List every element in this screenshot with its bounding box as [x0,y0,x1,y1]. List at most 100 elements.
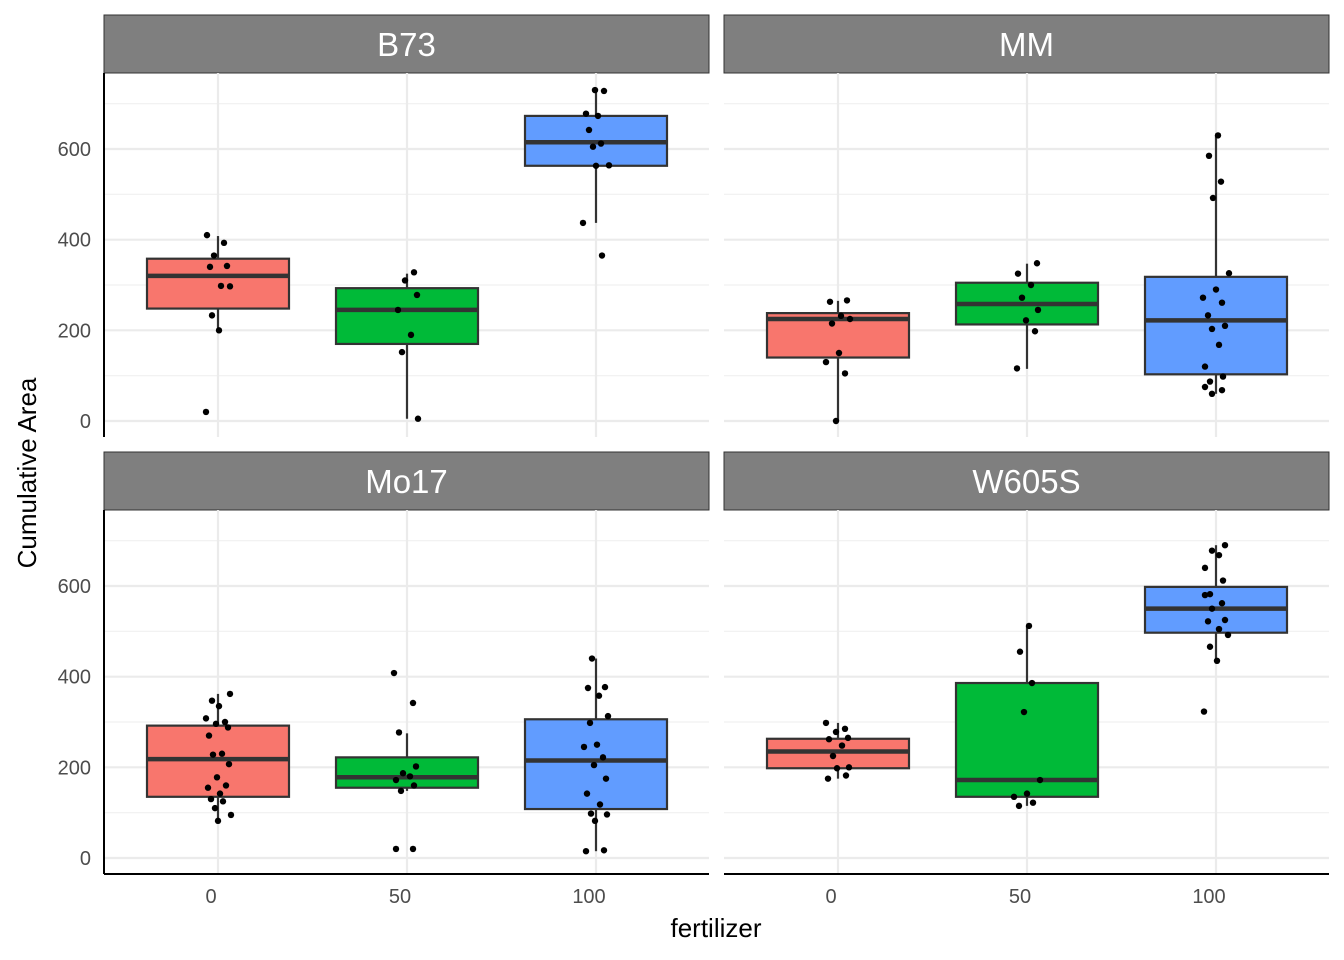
facet-panel-w605s: W605S 0 50 100 [723,451,1330,908]
data-point [208,312,216,319]
data-point [1209,194,1217,202]
data-point [1201,383,1209,391]
data-point [212,720,220,728]
data-point [843,297,851,304]
data-point [397,787,405,795]
data-point [1215,625,1223,633]
data-point [846,315,854,323]
y-tick-label: 0 [80,848,91,870]
data-point [844,734,852,742]
data-point [825,736,833,743]
data-point [208,697,216,704]
data-point [586,719,594,727]
data-point [1218,600,1226,607]
data-point [1208,390,1216,397]
data-point [828,320,836,327]
data-point [398,348,406,356]
data-point [1221,542,1229,549]
data-point [594,112,602,120]
data-point [1206,643,1214,650]
data-point [588,655,596,662]
data-point [394,306,402,314]
data-point [604,712,612,720]
data-point [1201,363,1209,370]
data-point [1199,294,1207,301]
data-point [1213,657,1221,664]
data-point [838,742,846,749]
data-point [412,763,420,770]
data-point [226,690,234,698]
y-axis-title: Cumulative Area [12,377,42,568]
x-tick-label: 0 [205,886,216,908]
data-point [590,761,598,769]
data-point [413,291,421,299]
data-point [1219,577,1227,584]
data-point [1204,618,1212,625]
facet-strip [103,451,710,511]
data-point [1208,547,1216,554]
data-point [407,331,415,339]
data-point [842,772,850,779]
data-point [409,699,417,707]
data-point [845,764,853,771]
data-point [822,358,830,366]
data-point [826,298,834,305]
facet-strip-label: B73 [377,26,436,63]
box-iqr [1143,275,1289,376]
data-point [222,782,230,789]
data-point [829,752,837,760]
data-point [390,669,398,677]
x-axis-title: fertilizer [670,913,761,943]
data-point [1208,605,1216,612]
facet-panel-mm: MM [723,14,1330,437]
data-point [841,725,849,732]
data-point [579,219,587,227]
data-point [587,810,595,817]
facet-strip [103,14,710,74]
data-point [582,110,590,117]
data-point [206,263,214,271]
data-point [220,239,228,247]
data-point [832,728,840,736]
data-point [584,684,592,692]
data-point [591,86,599,94]
data-point [598,252,606,259]
data-point [835,349,843,357]
data-point [221,718,229,726]
data-point [215,702,223,710]
data-point [401,277,409,284]
y-tick-label: 400 [58,230,91,252]
data-point [1221,322,1229,329]
data-point [837,312,845,320]
data-point [600,847,608,854]
y-tick-label: 600 [58,139,91,161]
data-point [1029,799,1037,806]
data-point [227,811,235,819]
data-point [599,754,607,761]
data-point [1218,386,1226,394]
data-point [591,817,599,825]
data-point [410,782,418,789]
data-point [580,743,588,751]
data-point [1027,281,1035,289]
data-point [1225,270,1233,277]
data-point [224,724,232,731]
data-point [593,741,601,748]
data-point [399,770,407,777]
data-point [1218,299,1226,306]
data-point [1201,591,1209,599]
data-point [1208,325,1216,333]
data-point [1205,152,1213,159]
data-point [603,811,611,818]
data-point [409,845,417,853]
facet-strip-label: W605S [972,463,1080,500]
data-point [601,683,609,691]
data-point [213,774,221,781]
data-point [585,126,593,134]
data-point [597,140,605,147]
data-point [833,765,841,772]
data-point [1014,270,1022,277]
data-point [202,715,210,722]
data-point [209,751,217,758]
data-point [1215,341,1223,349]
